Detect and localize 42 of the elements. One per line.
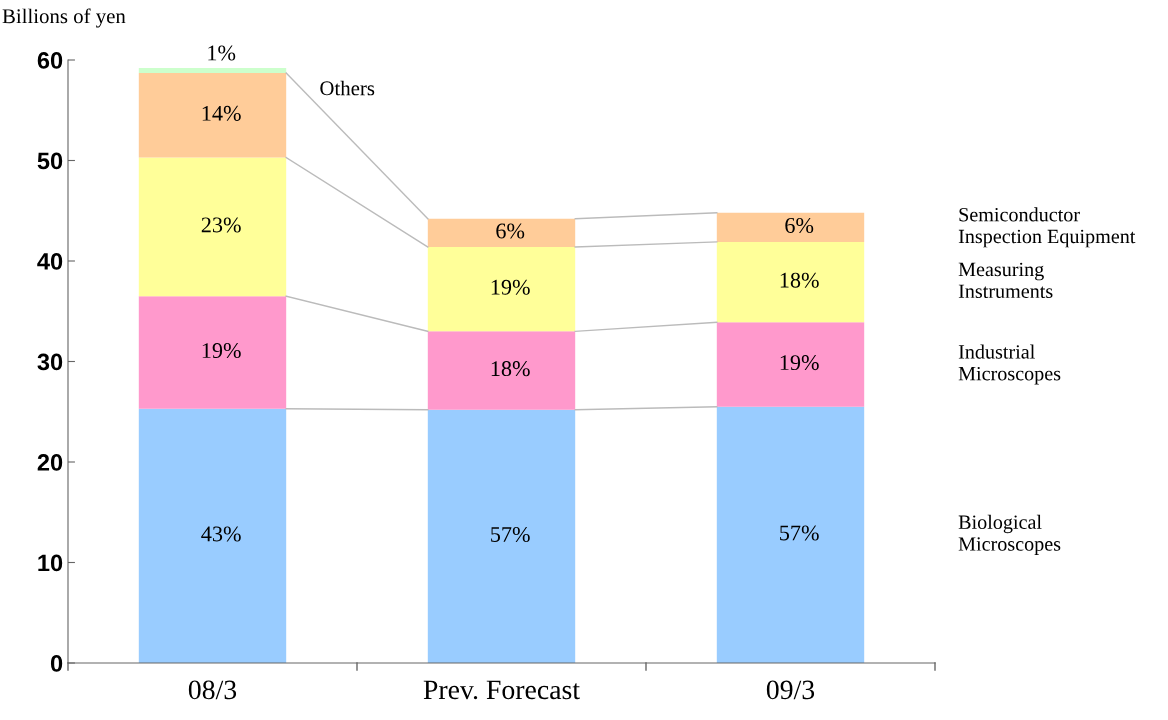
bar bbox=[138, 408, 287, 663]
bar bbox=[716, 322, 865, 407]
annotation: 18% bbox=[491, 361, 530, 377]
bar bbox=[427, 409, 576, 663]
x-tick-label: 08/3 bbox=[188, 680, 237, 700]
annotation: 1% bbox=[208, 45, 236, 61]
bar bbox=[716, 406, 865, 663]
y-tick-label: 20 bbox=[37, 454, 63, 471]
bar bbox=[138, 73, 287, 158]
y-tick-label: 50 bbox=[37, 152, 63, 170]
bar bbox=[138, 296, 287, 409]
y-tick-label: 40 bbox=[37, 253, 63, 270]
bar bbox=[716, 241, 865, 323]
y-axis-title: Billions of yen bbox=[2, 8, 126, 28]
y-tick-label: 10 bbox=[38, 554, 63, 572]
y-tick-label: 60 bbox=[37, 52, 63, 69]
bar bbox=[427, 218, 576, 247]
annotation: 57% bbox=[491, 526, 530, 543]
annotation: 19% bbox=[780, 355, 819, 371]
bar bbox=[138, 68, 287, 74]
text: Measuring Instruments bbox=[958, 262, 1053, 299]
bar bbox=[427, 331, 576, 410]
annotation: 57% bbox=[780, 525, 819, 541]
bar bbox=[138, 157, 287, 297]
bar bbox=[716, 212, 865, 242]
annotation: 43% bbox=[201, 526, 241, 542]
x-tick-label: 09/3 bbox=[766, 680, 815, 700]
annotation: 14% bbox=[202, 105, 241, 121]
annotation: 18% bbox=[780, 272, 819, 288]
text: Industrial Microscopes bbox=[958, 344, 1061, 385]
text: Semiconductor Inspection Equipment bbox=[958, 207, 1136, 248]
annotation: 6% bbox=[785, 217, 814, 233]
annotation: 19% bbox=[491, 279, 530, 295]
y-tick-label: 30 bbox=[37, 353, 63, 371]
annotation: 19% bbox=[202, 343, 241, 359]
y-tick-label: 0 bbox=[50, 655, 63, 672]
annotation: 23% bbox=[201, 217, 241, 233]
annotation: 6% bbox=[496, 223, 525, 239]
text: Biological Microscopes bbox=[958, 514, 1061, 555]
x-tick-label: Prev. Forecast bbox=[423, 680, 580, 700]
bar bbox=[427, 246, 576, 332]
series-label: Others bbox=[320, 80, 375, 96]
